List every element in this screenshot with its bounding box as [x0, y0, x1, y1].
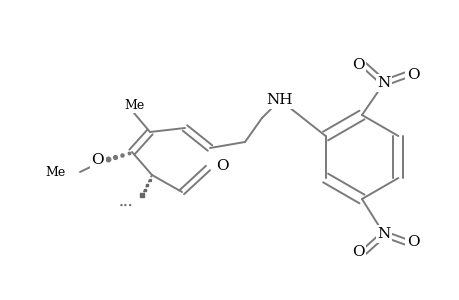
Text: O: O: [406, 68, 419, 82]
Text: O: O: [351, 58, 364, 72]
Text: O: O: [351, 245, 364, 259]
Text: O: O: [406, 235, 419, 249]
Text: Me: Me: [123, 98, 144, 112]
Text: NH: NH: [266, 93, 293, 107]
Text: O: O: [216, 159, 228, 173]
Text: Me: Me: [45, 166, 66, 178]
Text: O: O: [91, 153, 104, 167]
Text: •••: •••: [118, 202, 133, 210]
Text: N: N: [376, 227, 390, 241]
Text: N: N: [376, 76, 390, 90]
